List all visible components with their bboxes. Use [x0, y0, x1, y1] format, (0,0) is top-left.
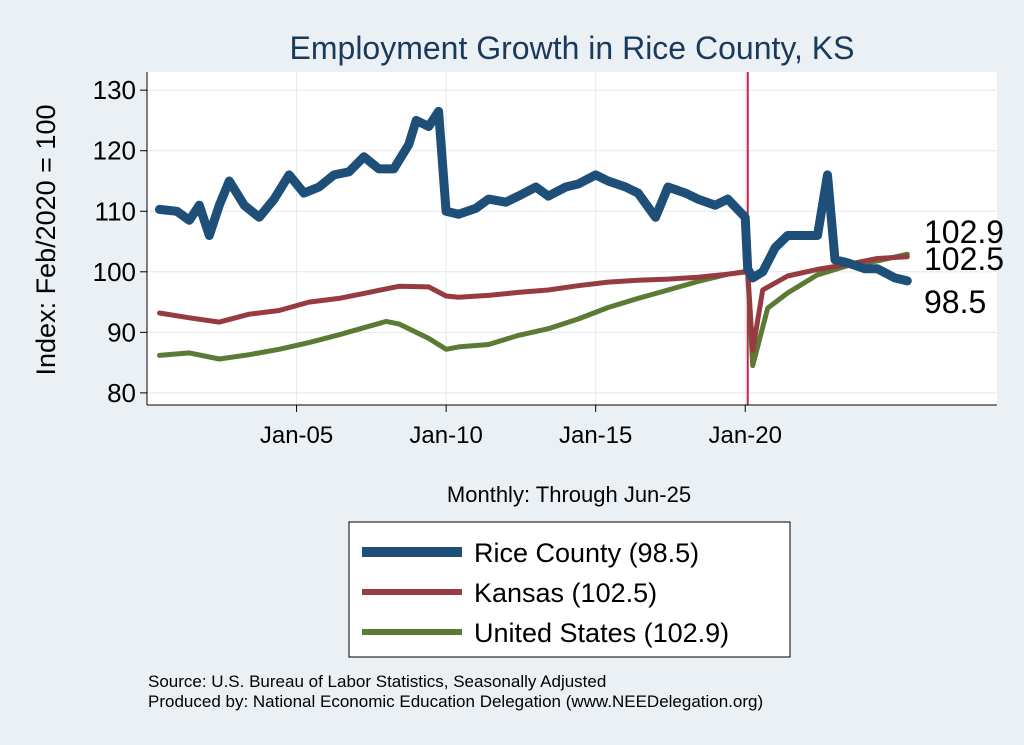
- legend-label-2: United States (102.9): [474, 618, 729, 648]
- producer-note: Produced by: National Economic Education…: [148, 692, 764, 711]
- x-tick-label: Jan-20: [709, 422, 782, 449]
- y-tick-label: 110: [95, 196, 136, 226]
- y-tick-label: 90: [107, 317, 136, 347]
- axes-group: [146, 72, 997, 406]
- y-tick-label: 80: [107, 378, 136, 408]
- footer: Source: U.S. Bureau of Labor Statistics,…: [148, 672, 763, 712]
- end-label-2: 102.9: [924, 214, 1004, 250]
- x-ticks: Jan-05 Jan-10 Jan-15 Jan-20: [260, 405, 782, 449]
- source-note: Source: U.S. Bureau of Labor Statistics,…: [148, 672, 607, 691]
- x-tick-label: Jan-10: [409, 422, 482, 449]
- x-tick-label: Jan-15: [559, 422, 632, 449]
- gridlines: [147, 72, 997, 405]
- series-group: [155, 106, 912, 369]
- y-tick-label: 120: [93, 136, 136, 166]
- y-tick-label: 130: [93, 75, 136, 105]
- x-axis-label: Monthly: Through Jun-25: [447, 482, 691, 507]
- end-label-1: 102.5: [924, 241, 1004, 277]
- chart-title: Employment Growth in Rice County, KS: [290, 30, 855, 66]
- legend-label-0: Rice County (98.5): [474, 538, 699, 568]
- y-ticks: 80 90 100 110 120 130: [93, 75, 147, 408]
- plot-area: [147, 72, 997, 405]
- legend: Rice County (98.5) Kansas (102.5) United S…: [348, 521, 791, 658]
- series-line-2: [157, 251, 910, 369]
- end-label-0: 98.5: [924, 284, 986, 320]
- y-axis-label: Index: Feb/2020 = 100: [31, 105, 61, 376]
- series-line-1: [157, 254, 910, 353]
- series-line-0: [155, 106, 912, 286]
- x-tick-label: Jan-05: [260, 422, 333, 449]
- y-tick-label: 100: [93, 257, 136, 287]
- legend-label-1: Kansas (102.5): [474, 578, 657, 608]
